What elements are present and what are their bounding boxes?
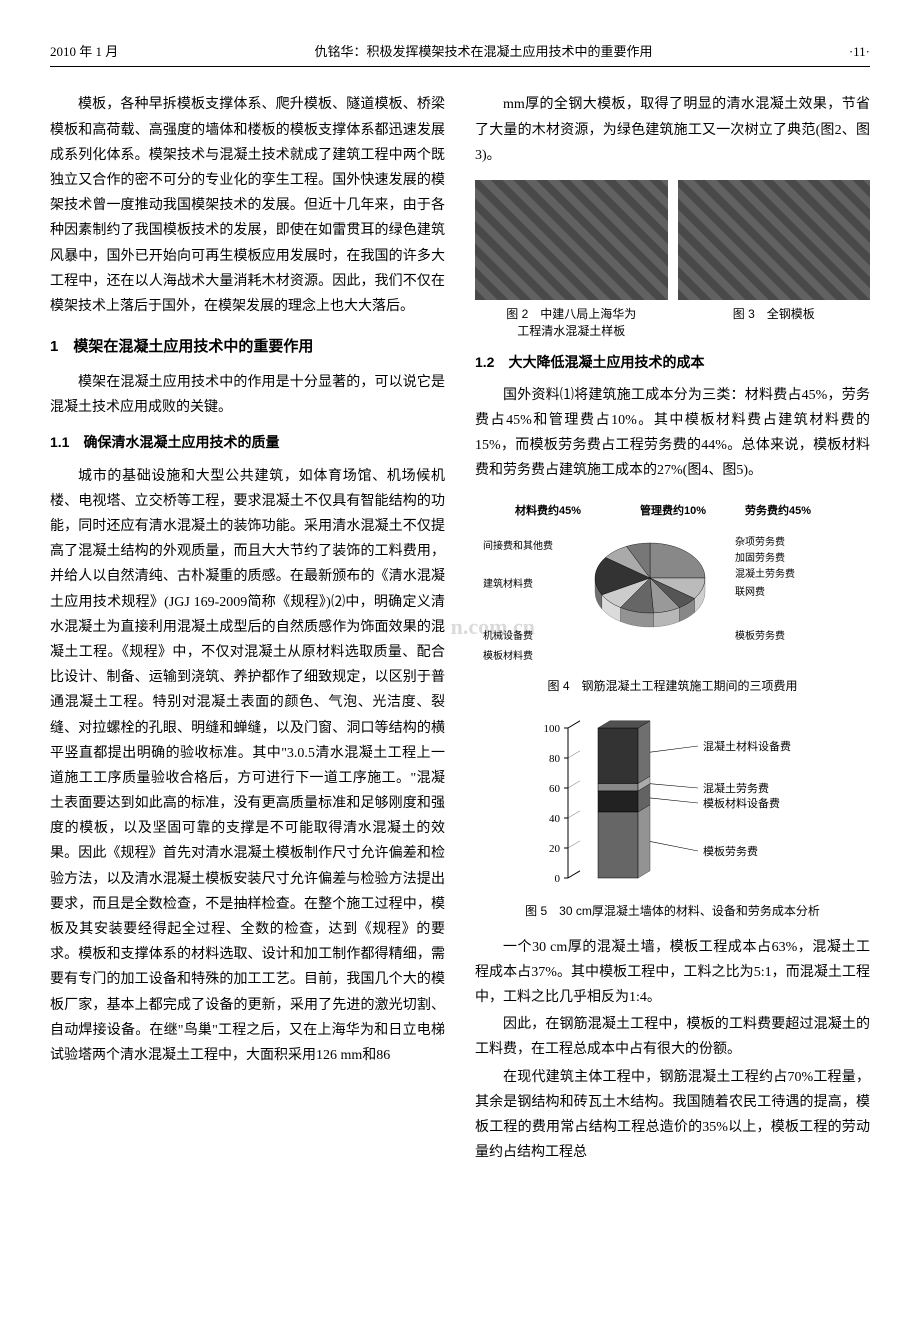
section-1-intro: 模架在混凝土应用技术中的作用是十分显著的，可以说它是混凝土技术应用成败的关键。 [50, 370, 445, 420]
svg-text:40: 40 [549, 813, 561, 825]
pie-label-right: 模板劳务费 [735, 628, 785, 646]
pie-svg [585, 528, 715, 638]
pie-label-right: 混凝土劳务费 [735, 566, 795, 584]
section-1-title: 1 模架在混凝土应用技术中的重要作用 [50, 333, 445, 360]
page-header: 2010 年 1 月 仇铭华：积极发挥模架技术在混凝土应用技术中的重要作用 ·1… [50, 40, 870, 67]
figure-3-caption: 图 3 全钢模板 [678, 306, 871, 323]
svg-text:0: 0 [554, 873, 560, 885]
pie-header-label: 劳务费约45% [745, 502, 811, 522]
svg-text:20: 20 [549, 843, 561, 855]
svg-text:混凝土材料设备费: 混凝土材料设备费 [703, 739, 791, 753]
bar-svg: 0 20 40 60 80 100 混凝土材料设备费混凝土劳务费模板材料设备费模板劳务费 [503, 713, 843, 893]
figure-3-image [678, 180, 871, 300]
svg-text:模板材料设备费: 模板材料设备费 [703, 796, 780, 810]
right-para-1: mm厚的全钢大模板，取得了明显的清水混凝土效果，节省了大量的木材资源，为绿色建筑… [475, 92, 870, 168]
figure-4-pie-chart: 材料费约45%管理费约10%劳务费约45%间接费和其他费建筑材料费机械设备费模板… [475, 498, 870, 668]
pie-label-left: 机械设备费 [483, 628, 533, 646]
header-pagenum: ·11· [849, 40, 870, 63]
right-para-2: 国外资料⑴将建筑施工成本分为三类：材料费占45%，劳务费占45%和管理费占10%… [475, 383, 870, 484]
header-date: 2010 年 1 月 [50, 40, 118, 63]
svg-text:100: 100 [543, 723, 560, 735]
figure-2-caption: 图 2 中建八局上海华为工程清水混凝土样板 [475, 306, 668, 340]
left-column: 模板，各种早拆模板支撑体系、爬升模板、隧道模板、桥梁模板和高荷载、高强度的墙体和… [50, 92, 445, 1167]
pie-header-label: 管理费约10% [640, 502, 706, 522]
figure-2: 图 2 中建八局上海华为工程清水混凝土样板 [475, 180, 668, 340]
two-column-layout: 模板，各种早拆模板支撑体系、爬升模板、隧道模板、桥梁模板和高荷载、高强度的墙体和… [50, 92, 870, 1167]
left-para-2: 城市的基础设施和大型公共建筑，如体育场馆、机场候机楼、电视塔、立交桥等工程，要求… [50, 464, 445, 1069]
pie-header-label: 材料费约45% [515, 502, 581, 522]
subsection-1-1-title: 1.1 确保清水混凝土应用技术的质量 [50, 430, 445, 455]
pie-label-left: 建筑材料费 [483, 576, 533, 594]
svg-text:80: 80 [549, 753, 561, 765]
svg-text:60: 60 [549, 783, 561, 795]
figure-4-caption: 图 4 钢筋混凝土工程建筑施工期间的三项费用 [475, 676, 870, 698]
pie-label-right: 联网费 [735, 584, 765, 602]
pie-label-left: 模板材料费 [483, 648, 533, 666]
figure-row-2-3: 图 2 中建八局上海华为工程清水混凝土样板 图 3 全钢模板 [475, 180, 870, 340]
right-para-3: 一个30 cm厚的混凝土墙，模板工程成本占63%，混凝土工程成本占37%。其中模… [475, 935, 870, 1011]
pie-label-left: 间接费和其他费 [483, 538, 553, 556]
svg-text:混凝土劳务费: 混凝土劳务费 [703, 781, 769, 795]
header-title: 仇铭华：积极发挥模架技术在混凝土应用技术中的重要作用 [315, 40, 653, 63]
right-para-4: 因此，在钢筋混凝土工程中，模板的工料费要超过混凝土的工料费，在工程总成本中占有很… [475, 1012, 870, 1062]
figure-5-bar-chart: 0 20 40 60 80 100 混凝土材料设备费混凝土劳务费模板材料设备费模板劳务费 [503, 713, 843, 893]
figure-5-caption: 图 5 30 cm厚混凝土墙体的材料、设备和劳务成本分析 [475, 901, 870, 923]
figure-3: 图 3 全钢模板 [678, 180, 871, 340]
right-para-5: 在现代建筑主体工程中，钢筋混凝土工程约占70%工程量，其余是钢结构和砖瓦土木结构… [475, 1065, 870, 1166]
right-column: mm厚的全钢大模板，取得了明显的清水混凝土效果，节省了大量的木材资源，为绿色建筑… [475, 92, 870, 1167]
subsection-1-2-title: 1.2 大大降低混凝土应用技术的成本 [475, 350, 870, 375]
figure-2-image [475, 180, 668, 300]
left-para-1: 模板，各种早拆模板支撑体系、爬升模板、隧道模板、桥梁模板和高荷载、高强度的墙体和… [50, 92, 445, 319]
svg-text:模板劳务费: 模板劳务费 [703, 844, 758, 858]
